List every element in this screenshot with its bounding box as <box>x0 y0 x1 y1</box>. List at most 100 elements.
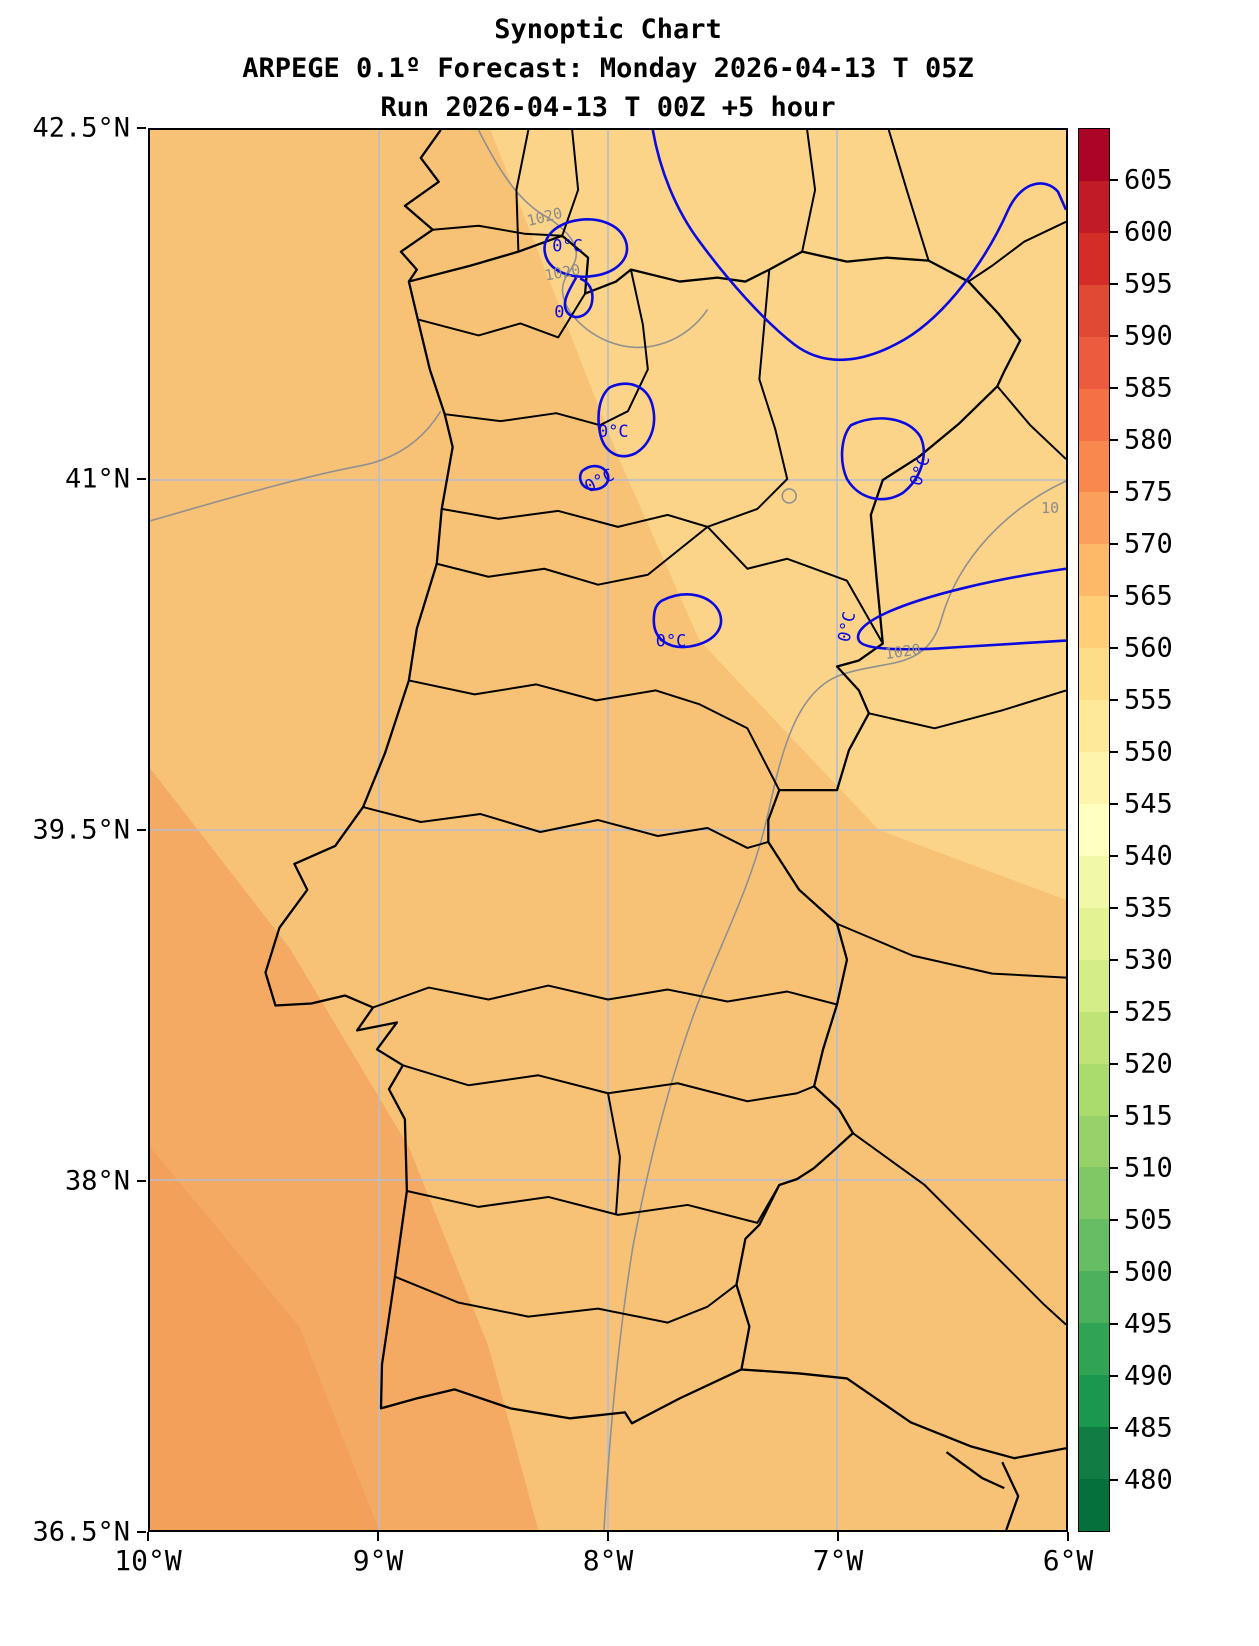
latitude-tick-label: 41°N <box>64 463 130 495</box>
colorbar-tick-mark <box>1110 1375 1118 1377</box>
border-portugal-spain <box>408 234 1022 1370</box>
colorbar-tick-mark <box>1110 179 1118 181</box>
map-canvas: 0°C 0 0°C 0°C 0°C 0°C 0°C 1020 1020 1020… <box>150 130 1066 1530</box>
colorbar-tick-label: 545 <box>1124 788 1173 820</box>
colorbar-tick-label: 575 <box>1124 476 1173 508</box>
zero-isotherm-label: 0°C <box>552 236 583 256</box>
chart-subtitle: ARPEGE 0.1º Forecast: Monday 2026-04-13 … <box>242 53 974 84</box>
chart-title: Synoptic Chart <box>494 14 722 45</box>
colorbar-tick-mark <box>1110 855 1118 857</box>
colorbar-tick-label: 600 <box>1124 216 1173 248</box>
colorbar-band <box>1079 1323 1109 1376</box>
isobar-label-partial: 10 <box>1041 499 1059 517</box>
colorbar-tick-mark <box>1110 907 1118 909</box>
longitude-tick-mark <box>147 1532 149 1541</box>
zero-isotherm-label: 0°C <box>656 631 687 651</box>
colorbar-band <box>1079 855 1109 908</box>
colorbar-tick-label: 515 <box>1124 1100 1173 1132</box>
colorbar-tick-mark <box>1110 1323 1118 1325</box>
colorbar-tick-mark <box>1110 1479 1118 1481</box>
colorbar-band <box>1079 1271 1109 1324</box>
colorbar-band <box>1079 1115 1109 1168</box>
colorbar-band <box>1079 907 1109 960</box>
fill-light-band <box>490 130 1066 900</box>
colorbar-tick-mark <box>1110 1115 1118 1117</box>
isobar-label: 1020 <box>543 261 582 285</box>
latitude-tick-mark <box>137 829 146 831</box>
colorbar-tick-mark <box>1110 1167 1118 1169</box>
longitude-tick-label: 6°W <box>1042 1544 1094 1577</box>
district-borders <box>362 269 884 1324</box>
colorbar-tick-mark <box>1110 647 1118 649</box>
zero-isotherm-label: 0 <box>554 301 564 321</box>
coastline-portugal <box>264 130 742 1425</box>
colorbar-band <box>1079 129 1109 181</box>
longitude-tick-mark <box>377 1532 379 1541</box>
latitude-tick-mark <box>137 1531 146 1533</box>
colorbar-tick-label: 555 <box>1124 684 1173 716</box>
colorbar-band <box>1079 648 1109 701</box>
colorbar-tick-mark <box>1110 803 1118 805</box>
isobar-label: 1020 <box>884 640 922 663</box>
colorbar-tick-label: 595 <box>1124 268 1173 300</box>
latitude-tick-label: 38°N <box>64 1165 130 1197</box>
colorbar-tick-label: 605 <box>1124 164 1173 196</box>
figure-header: Synoptic Chart ARPEGE 0.1º Forecast: Mon… <box>148 10 1068 127</box>
colorbar-band <box>1079 336 1109 389</box>
longitude-tick-label: 10°W <box>114 1544 182 1577</box>
zero-isotherm-contours <box>543 130 1066 651</box>
longitude-tick-label: 8°W <box>582 1544 634 1577</box>
colorbar-tick-mark <box>1110 1219 1118 1221</box>
latitude-axis: 42.5°N 41°N 39.5°N 38°N 36.5°N <box>0 113 146 1548</box>
colorbar-band <box>1079 959 1109 1012</box>
colorbar-band <box>1079 284 1109 337</box>
coast-and-borders <box>264 130 1066 1530</box>
colorbar-tick-label: 490 <box>1124 1360 1173 1392</box>
colorbar-tick-mark <box>1110 1011 1118 1013</box>
colorbar-band <box>1079 1427 1109 1479</box>
colorbar-tick-mark <box>1110 231 1118 233</box>
longitude-axis: 10°W 9°W 8°W 7°W 6°W <box>114 1532 1093 1592</box>
colorbar <box>1078 128 1110 1532</box>
longitude-tick-mark <box>837 1532 839 1541</box>
colorbar-tick-label: 530 <box>1124 944 1173 976</box>
chart-run-info: Run 2026-04-13 T 00Z +5 hour <box>380 92 836 123</box>
colorbar-band <box>1079 700 1109 753</box>
longitude-tick-label: 7°W <box>812 1544 864 1577</box>
colorbar-band <box>1079 1219 1109 1272</box>
map-panel: 0°C 0 0°C 0°C 0°C 0°C 0°C 1020 1020 1020… <box>148 128 1068 1532</box>
colorbar-tick-mark <box>1110 1271 1118 1273</box>
colorbar-tick-mark <box>1110 699 1118 701</box>
colorbar-tick-mark <box>1110 491 1118 493</box>
colorbar-tick-label: 500 <box>1124 1256 1173 1288</box>
colorbar-tick-mark <box>1110 595 1118 597</box>
colorbar-tick-mark <box>1110 387 1118 389</box>
colorbar-tick-mark <box>1110 543 1118 545</box>
colorbar-tick-label: 510 <box>1124 1152 1173 1184</box>
province-borders-spain <box>432 130 1066 1326</box>
longitude-tick-mark <box>1067 1532 1069 1541</box>
colorbar-ticks: 605 600 595 590 585 580 575 570 565 560 555 550 545 5… <box>1110 128 1250 1532</box>
colorbar-tick-label: 520 <box>1124 1048 1173 1080</box>
colorbar-band <box>1079 1011 1109 1064</box>
latitude-tick-mark <box>137 478 146 480</box>
colorbar-tick-mark <box>1110 1063 1118 1065</box>
colorbar-tick-label: 550 <box>1124 736 1173 768</box>
colorbar-band <box>1079 232 1109 285</box>
colorbar-tick-label: 565 <box>1124 580 1173 612</box>
fill-darker-corner <box>150 1147 379 1530</box>
colorbar-band <box>1079 1478 1109 1531</box>
longitude-tick-label: 9°W <box>352 1544 404 1577</box>
colorbar-band <box>1079 544 1109 597</box>
colorbar-tick-mark <box>1110 283 1118 285</box>
colorbar-tick-label: 485 <box>1124 1412 1173 1444</box>
colorbar-band <box>1079 1167 1109 1220</box>
colorbar-tick-label: 585 <box>1124 372 1173 404</box>
colorbar-band <box>1079 803 1109 856</box>
colorbar-tick-label: 590 <box>1124 320 1173 352</box>
colorbar-tick-label: 525 <box>1124 996 1173 1028</box>
gridlines <box>150 130 1066 1530</box>
latitude-tick-label: 42.5°N <box>32 112 130 144</box>
colorbar-tick-label: 505 <box>1124 1204 1173 1236</box>
